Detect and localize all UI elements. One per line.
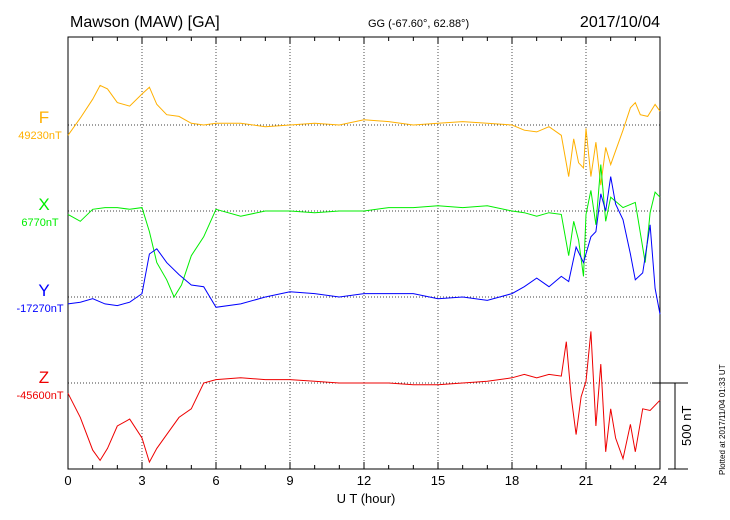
x-tick-label: 9 [286,473,293,488]
scale-bar [652,382,688,470]
trace-z [67,331,661,464]
x-tick-label: 12 [357,473,371,488]
baseline-value-y: -17270nT [16,303,63,315]
plotted-at-note: Plotted at 2017/11/04 01:33 UT [718,364,727,475]
x-tick-label: 6 [212,473,219,488]
x-tick-label: 21 [579,473,593,488]
component-labels: F 49230nT X 6770nT Y -17270nT Z -45600nT [16,108,63,402]
x-tick-label: 0 [64,473,71,488]
component-name-f: F [39,108,49,127]
x-tick-label: 3 [138,473,145,488]
component-name-x: X [38,195,49,214]
x-tick-label: 18 [505,473,519,488]
x-tick-label: 15 [431,473,445,488]
component-name-y: Y [38,281,49,300]
scale-bar-label: 500 nT [679,405,694,446]
trace-x [67,164,661,299]
plot-date: 2017/10/04 [580,14,660,31]
x-tick-label: 24 [653,473,667,488]
traces [67,84,661,464]
x-axis-ticks: 0 3 6 9 12 15 18 21 24 [64,37,667,488]
station-title: Mawson (MAW) [GA] [70,14,220,31]
trace-y [67,176,661,315]
component-name-z: Z [39,368,49,387]
vertical-grid [141,37,587,469]
baseline-value-x: 6770nT [21,217,59,229]
baseline-value-z: -45600nT [16,390,63,402]
trace-f [67,84,661,186]
baseline-value-f: 49230nT [18,130,62,142]
station-coordinates: GG (-67.60°, 62.88°) [368,18,469,30]
x-axis-label: U T (hour) [337,491,396,506]
